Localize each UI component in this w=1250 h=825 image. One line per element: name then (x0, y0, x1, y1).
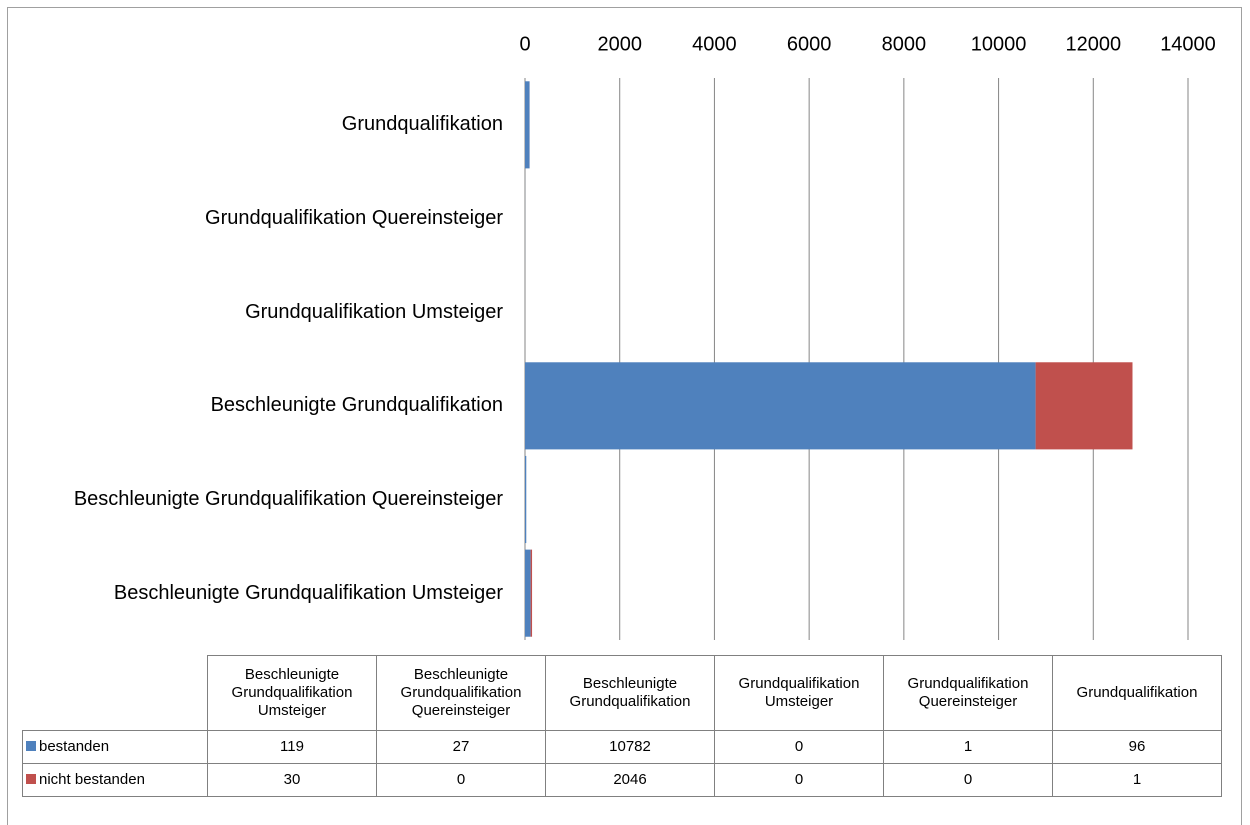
x-tick-label: 6000 (787, 33, 832, 55)
legend-key (26, 774, 36, 784)
bar-segment (530, 549, 533, 637)
table-value: 0 (883, 763, 1053, 797)
category-label-text: Grundqualifikation Quereinsteiger (205, 206, 503, 229)
table-value: 0 (376, 763, 546, 797)
table-corner (22, 655, 208, 731)
legend-cell: bestanden (22, 730, 208, 764)
table-header-cell: Beschleunigte Grundqualifikation Querein… (376, 655, 546, 731)
table-header-cell: Grundqualifikation Umsteiger (714, 655, 884, 731)
category-label: Beschleunigte Grundqualifikation (0, 359, 503, 453)
category-label: Grundqualifikation Umsteiger (0, 265, 503, 359)
legend-label: nicht bestanden (39, 771, 145, 788)
x-tick-label: 4000 (692, 33, 737, 55)
table-header-row: Beschleunigte Grundqualifikation Umsteig… (22, 655, 1222, 731)
bar-segment (1035, 362, 1133, 450)
x-tick-label: 12000 (1065, 33, 1121, 55)
table-value: 96 (1052, 730, 1222, 764)
category-label-text: Beschleunigte Grundqualifikation Querein… (73, 487, 503, 510)
table-value: 1 (883, 730, 1053, 764)
table-header-cell: Beschleunigte Grundqualifikation (545, 655, 715, 731)
category-label-text: Grundqualifikation Umsteiger (245, 300, 503, 323)
legend-label: bestanden (39, 738, 110, 755)
category-label-text: Grundqualifikation (341, 113, 503, 136)
category-label: Beschleunigte Grundqualifikation Umsteig… (0, 546, 503, 640)
x-tick-label: 0 (519, 33, 530, 55)
table-value: 27 (376, 730, 546, 764)
chart-frame (7, 7, 1242, 825)
table-value: 2046 (545, 763, 715, 797)
table-value: 0 (714, 763, 884, 797)
table-value: 1 (1052, 763, 1222, 797)
bar-segment (525, 362, 1036, 450)
table-row: bestanden 119 27 10782 0 1 96 (22, 730, 1222, 764)
data-table: Beschleunigte Grundqualifikation Umsteig… (22, 655, 1222, 797)
x-tick-label: 14000 (1160, 33, 1216, 55)
x-tick-label: 10000 (971, 33, 1027, 55)
table-header-cell: Grundqualifikation (1052, 655, 1222, 731)
category-label-text: Beschleunigte Grundqualifikation Umsteig… (113, 581, 503, 604)
legend-cell: nicht bestanden (22, 763, 208, 797)
bar-segment (525, 549, 531, 637)
table-value: 30 (207, 763, 377, 797)
category-label-text: Beschleunigte Grundqualifikation (210, 394, 503, 417)
x-tick-label: 8000 (882, 33, 927, 55)
table-row: nicht bestanden 30 0 2046 0 0 1 (22, 763, 1222, 797)
table-value: 119 (207, 730, 377, 764)
x-tick-label: 2000 (597, 33, 642, 55)
category-label: Grundqualifikation (0, 78, 503, 172)
table-value: 10782 (545, 730, 715, 764)
table-value: 0 (714, 730, 884, 764)
category-label: Grundqualifikation Quereinsteiger (0, 172, 503, 266)
legend-key (26, 741, 36, 751)
table-header-cell: Grundqualifikation Quereinsteiger (883, 655, 1053, 731)
bar-segment (525, 81, 530, 169)
category-label: Beschleunigte Grundqualifikation Querein… (0, 453, 503, 547)
bar-segment (525, 455, 527, 544)
table-header-cell: Beschleunigte Grundqualifikation Umsteig… (207, 655, 377, 731)
